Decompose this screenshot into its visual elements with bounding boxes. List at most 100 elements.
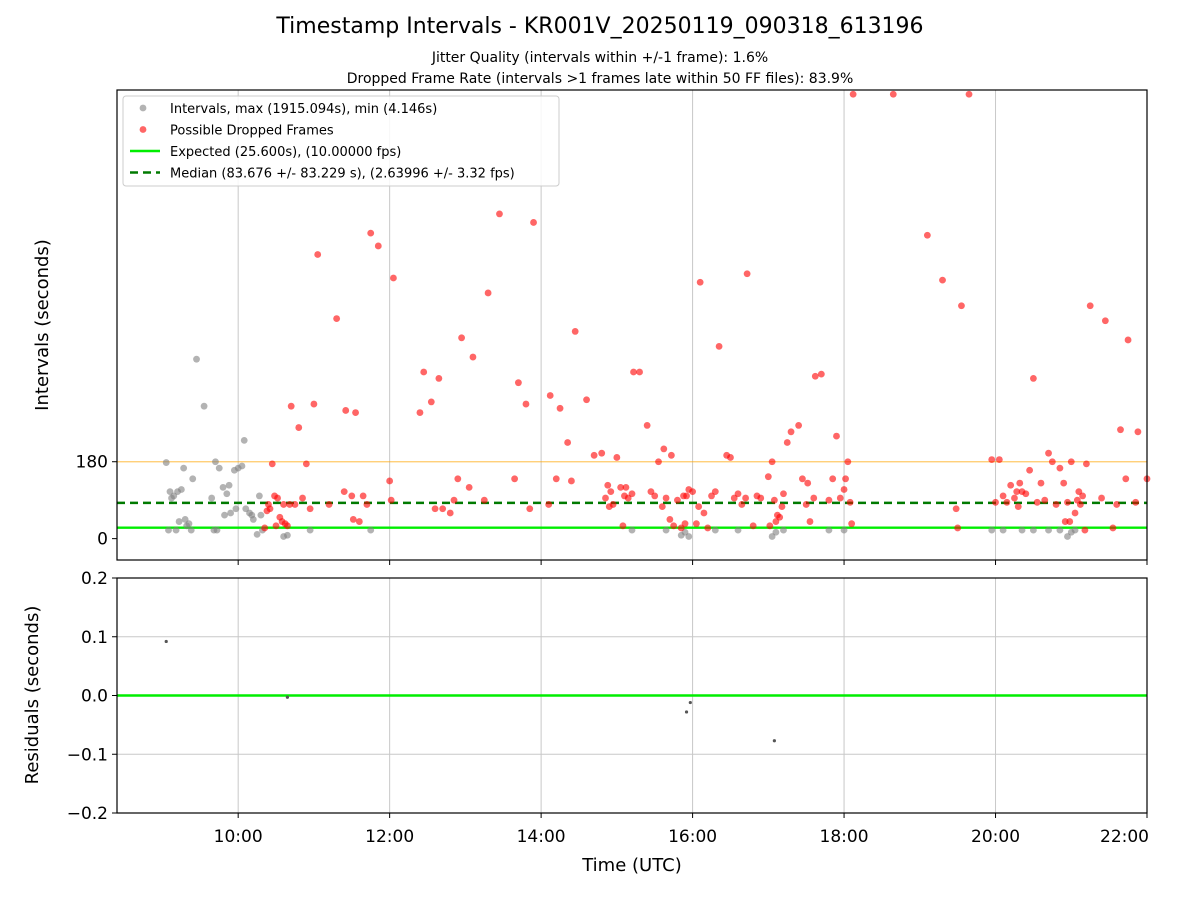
bottom-y-tick-label-2: 0.0 bbox=[81, 687, 108, 707]
dropped-frame-point-117 bbox=[766, 522, 774, 530]
residual-point-3 bbox=[688, 700, 692, 705]
dropped-frame-point-166 bbox=[1033, 498, 1041, 506]
interval-point-59 bbox=[1029, 526, 1037, 534]
dropped-frame-point-142 bbox=[846, 498, 854, 506]
interval-point-31 bbox=[240, 436, 248, 444]
dropped-frame-point-171 bbox=[1052, 501, 1060, 508]
interval-point-61 bbox=[1056, 526, 1064, 534]
dropped-frame-point-43 bbox=[446, 509, 454, 517]
dropped-frame-point-159 bbox=[1013, 488, 1021, 496]
interval-point-60 bbox=[1045, 526, 1052, 534]
dropped-frame-point-74 bbox=[619, 522, 627, 530]
dropped-frame-point-98 bbox=[692, 520, 700, 528]
dropped-frame-point-164 bbox=[1026, 466, 1034, 474]
dropped-frame-point-144 bbox=[849, 90, 857, 98]
dropped-frame-point-90 bbox=[670, 522, 678, 530]
legend-label-1: Possible Dropped Frames bbox=[170, 124, 334, 139]
dropped-frame-point-149 bbox=[954, 524, 962, 532]
dropped-frame-point-94 bbox=[681, 520, 689, 528]
dropped-frame-point-57 bbox=[545, 501, 553, 508]
interval-point-8 bbox=[177, 486, 185, 493]
dropped-frame-point-116 bbox=[764, 473, 772, 481]
dropped-frame-point-64 bbox=[583, 396, 590, 404]
x-axis-label: Time (UTC) bbox=[581, 855, 682, 876]
x-tick-label-3: 16:00 bbox=[668, 827, 717, 847]
interval-point-52 bbox=[772, 528, 780, 536]
interval-point-57 bbox=[999, 526, 1007, 534]
legend-item-3[interactable]: Median (83.676 +/- 83.229 s), (2.63996 +… bbox=[130, 167, 515, 182]
interval-point-45 bbox=[662, 526, 670, 534]
interval-point-26 bbox=[227, 509, 235, 517]
interval-point-58 bbox=[1018, 526, 1026, 534]
dropped-frame-point-139 bbox=[840, 486, 848, 493]
x-tick-label-4: 18:00 bbox=[820, 827, 869, 847]
top-y-axis-label: Intervals (seconds) bbox=[32, 239, 53, 411]
dropped-frame-point-110 bbox=[738, 501, 746, 508]
dropped-frame-point-55 bbox=[526, 505, 534, 513]
dropped-frame-point-130 bbox=[804, 479, 812, 487]
interval-point-30 bbox=[238, 462, 246, 470]
dropped-frame-point-109 bbox=[734, 490, 742, 498]
dropped-frame-point-76 bbox=[622, 483, 630, 491]
dropped-frame-point-177 bbox=[1067, 458, 1075, 466]
dropped-frame-point-31 bbox=[363, 501, 371, 508]
dropped-frame-point-126 bbox=[787, 428, 795, 436]
dropped-frame-point-194 bbox=[1134, 428, 1142, 436]
dropped-frame-point-125 bbox=[783, 439, 791, 446]
dropped-frame-point-163 bbox=[1022, 490, 1030, 498]
dropped-frame-point-176 bbox=[1066, 518, 1074, 525]
interval-point-22 bbox=[219, 483, 227, 491]
interval-point-15 bbox=[193, 355, 200, 363]
interval-point-55 bbox=[840, 526, 848, 534]
interval-point-25 bbox=[225, 481, 233, 489]
dropped-frame-point-190 bbox=[1117, 426, 1124, 434]
dropped-frame-point-154 bbox=[995, 456, 1003, 463]
legend[interactable]: Intervals, max (1915.094s), min (4.146s)… bbox=[122, 95, 560, 187]
dropped-frame-point-169 bbox=[1045, 449, 1052, 457]
dropped-frame-point-128 bbox=[799, 475, 806, 483]
dropped-frame-point-25 bbox=[342, 407, 350, 414]
legend-marker-1 bbox=[139, 126, 147, 133]
dropped-frame-point-86 bbox=[660, 445, 668, 453]
dropped-frame-point-66 bbox=[598, 449, 606, 457]
interval-point-38 bbox=[257, 511, 265, 519]
dropped-frame-point-26 bbox=[348, 492, 356, 500]
interval-point-12 bbox=[185, 520, 193, 528]
interval-point-23 bbox=[221, 511, 228, 519]
dropped-frame-point-191 bbox=[1122, 475, 1130, 483]
dropped-frame-point-20 bbox=[310, 400, 318, 408]
dropped-frame-point-12 bbox=[284, 522, 291, 530]
legend-item-1[interactable]: Possible Dropped Frames bbox=[139, 124, 334, 139]
dropped-frame-point-53 bbox=[514, 379, 522, 387]
dropped-frame-point-160 bbox=[1014, 503, 1022, 510]
bottom-y-axis-label: Residuals (seconds) bbox=[22, 606, 43, 785]
interval-point-43 bbox=[367, 526, 375, 534]
bottom-points bbox=[164, 639, 776, 743]
dropped-frame-point-85 bbox=[658, 503, 666, 510]
interval-point-9 bbox=[180, 464, 188, 472]
interval-point-7 bbox=[175, 518, 183, 525]
top-x-ticks bbox=[237, 560, 1148, 565]
x-tick-label-2: 14:00 bbox=[517, 827, 566, 847]
interval-point-1 bbox=[165, 526, 172, 534]
interval-point-64 bbox=[1071, 526, 1079, 534]
x-tick-label-0: 10:00 bbox=[214, 827, 263, 847]
dropped-frame-point-147 bbox=[939, 276, 946, 284]
dropped-frame-point-170 bbox=[1048, 458, 1056, 466]
interval-point-13 bbox=[187, 526, 195, 534]
residual-point-4 bbox=[772, 739, 776, 743]
dropped-frame-point-87 bbox=[662, 494, 670, 502]
dropped-frame-point-115 bbox=[757, 494, 765, 502]
dropped-frame-point-155 bbox=[999, 492, 1007, 500]
legend-item-2[interactable]: Expected (25.600s), (10.00000 fps) bbox=[130, 145, 401, 160]
dropped-frame-point-79 bbox=[630, 368, 637, 376]
interval-point-54 bbox=[825, 526, 833, 534]
dropped-frame-point-188 bbox=[1109, 524, 1117, 532]
dropped-frame-point-13 bbox=[286, 501, 294, 508]
dropped-frame-point-184 bbox=[1083, 460, 1090, 468]
interval-point-17 bbox=[208, 494, 216, 502]
dropped-frame-point-135 bbox=[825, 496, 833, 504]
top-y-tick-label-1: 0 bbox=[97, 530, 108, 550]
dropped-frame-point-186 bbox=[1098, 494, 1105, 502]
legend-item-0[interactable]: Intervals, max (1915.094s), min (4.146s) bbox=[139, 102, 438, 117]
